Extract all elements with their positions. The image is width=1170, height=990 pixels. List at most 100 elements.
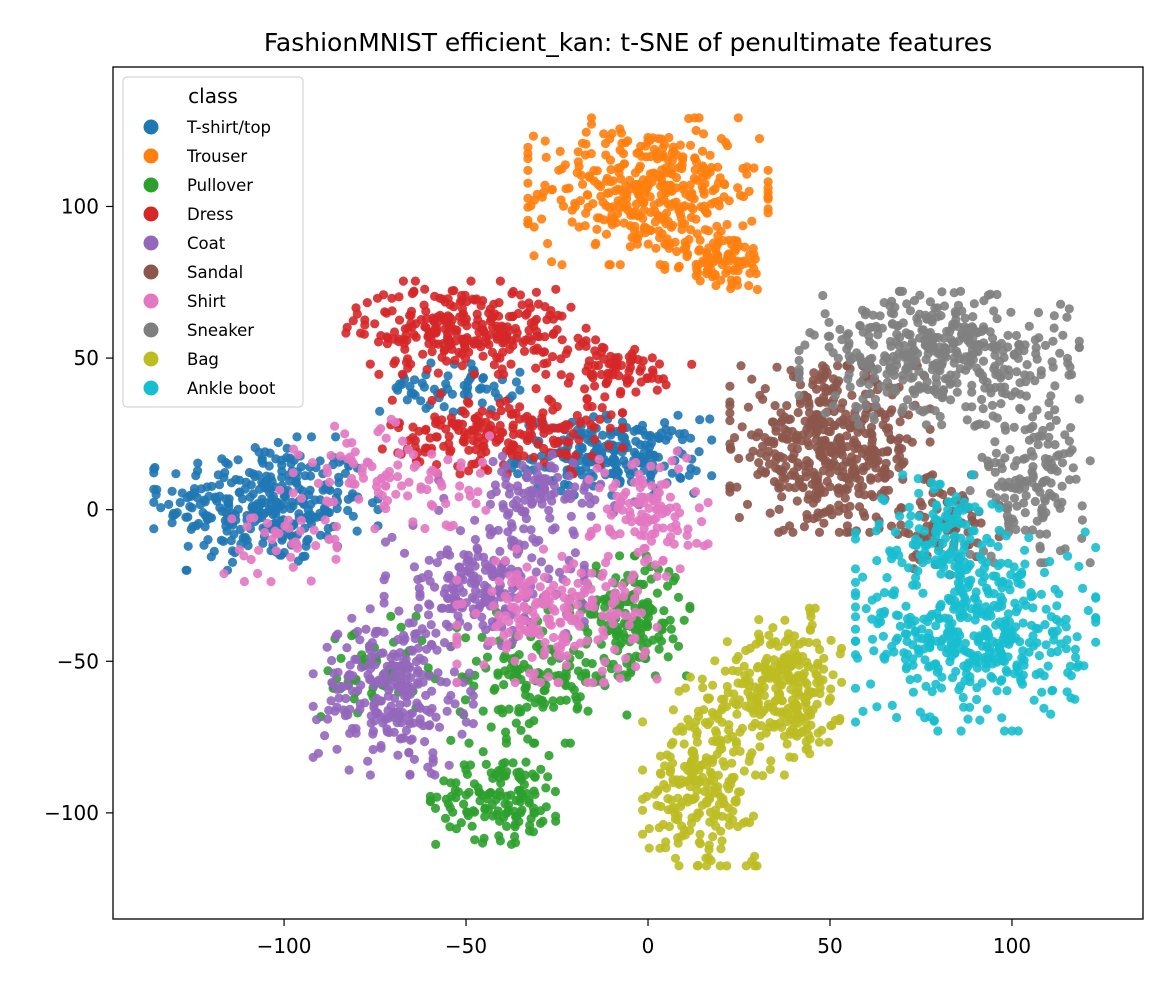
point (403, 681, 413, 691)
point (398, 436, 408, 446)
point (741, 817, 751, 827)
point (348, 316, 358, 326)
point (343, 505, 353, 516)
point (523, 178, 533, 188)
point (480, 592, 490, 602)
point (1020, 370, 1030, 380)
point (549, 328, 559, 339)
point (869, 415, 879, 425)
point (394, 606, 404, 616)
point (754, 458, 764, 468)
point (540, 638, 550, 648)
point (685, 601, 695, 612)
point (293, 556, 303, 566)
point (978, 356, 989, 366)
point (750, 254, 760, 264)
point (675, 472, 685, 482)
point (1049, 311, 1059, 321)
point (547, 352, 558, 362)
point (310, 495, 320, 505)
point (695, 276, 705, 286)
point (536, 489, 546, 499)
point (548, 696, 558, 706)
point (890, 527, 901, 537)
point (673, 410, 683, 420)
point (1038, 510, 1048, 521)
point (430, 291, 440, 301)
point (866, 489, 877, 500)
point (606, 351, 616, 361)
point (663, 794, 673, 804)
point (847, 353, 858, 363)
point (539, 347, 550, 357)
point (872, 556, 882, 566)
point (583, 202, 593, 212)
point (608, 483, 618, 493)
point (737, 422, 747, 432)
point (601, 229, 612, 239)
point (522, 702, 532, 712)
point (1029, 432, 1039, 442)
point (601, 379, 611, 389)
point (422, 484, 432, 495)
point (523, 142, 533, 152)
point (239, 576, 249, 587)
point (748, 446, 758, 456)
point (720, 666, 730, 676)
point (300, 551, 310, 561)
point (610, 645, 620, 655)
point (867, 430, 877, 440)
point (869, 340, 879, 350)
point (256, 499, 266, 509)
point (745, 703, 755, 713)
point (600, 602, 610, 612)
point (375, 406, 385, 416)
point (430, 582, 440, 592)
point (474, 787, 485, 797)
point (556, 354, 566, 364)
point (504, 489, 514, 499)
point (513, 486, 524, 496)
point (965, 338, 975, 348)
point (356, 662, 366, 673)
point (544, 505, 554, 515)
point (661, 843, 671, 853)
point (540, 646, 550, 656)
point (150, 462, 160, 473)
point (826, 684, 836, 694)
point (850, 683, 861, 693)
point (907, 337, 917, 347)
point (531, 314, 542, 324)
point (748, 243, 758, 254)
point (870, 394, 881, 404)
point (675, 564, 685, 574)
point (501, 331, 511, 341)
point (389, 327, 400, 337)
point (809, 368, 819, 378)
point (1049, 323, 1059, 333)
point (467, 557, 478, 567)
point (370, 629, 380, 639)
point (747, 374, 757, 384)
point (511, 408, 521, 418)
point (737, 723, 748, 733)
point (398, 276, 408, 286)
point (647, 481, 657, 491)
point (1020, 525, 1030, 535)
point (391, 417, 401, 427)
point (963, 714, 973, 724)
point (381, 504, 391, 514)
point (761, 657, 771, 667)
point (181, 565, 191, 575)
point (470, 515, 480, 525)
point (489, 299, 499, 309)
point (282, 452, 292, 463)
point (967, 380, 977, 390)
point (1020, 559, 1030, 569)
point (563, 345, 573, 355)
point (419, 655, 429, 666)
point (393, 750, 403, 760)
point (1066, 423, 1076, 433)
point (851, 401, 861, 411)
point (394, 292, 404, 302)
